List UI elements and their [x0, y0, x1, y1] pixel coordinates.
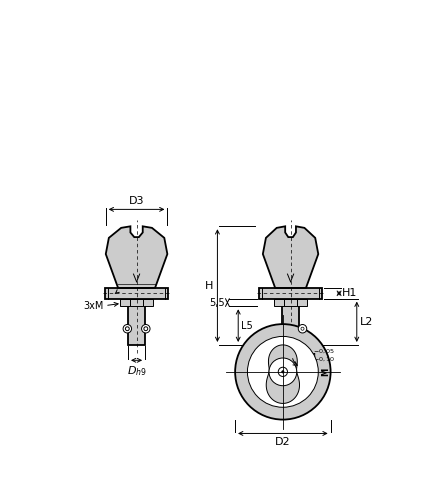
- Circle shape: [125, 327, 129, 330]
- Polygon shape: [284, 298, 297, 306]
- Polygon shape: [274, 298, 284, 306]
- Text: $_{-0,10}$: $_{-0,10}$: [313, 355, 335, 364]
- Text: D3: D3: [129, 196, 144, 205]
- Polygon shape: [282, 306, 299, 345]
- Text: D2: D2: [275, 438, 291, 448]
- Text: H: H: [205, 280, 213, 290]
- Text: 3xM: 3xM: [83, 300, 104, 310]
- Circle shape: [123, 324, 132, 333]
- Circle shape: [269, 358, 297, 386]
- Circle shape: [301, 327, 304, 330]
- Text: $D_{h9}$: $D_{h9}$: [127, 364, 146, 378]
- Text: L5: L5: [241, 320, 253, 330]
- Polygon shape: [143, 298, 153, 306]
- Polygon shape: [121, 298, 130, 306]
- Polygon shape: [297, 298, 307, 306]
- Text: 5,5: 5,5: [209, 298, 224, 308]
- Circle shape: [298, 324, 307, 333]
- Text: L2: L2: [360, 317, 373, 327]
- Polygon shape: [106, 226, 167, 288]
- Circle shape: [278, 367, 288, 376]
- Polygon shape: [128, 306, 145, 345]
- Circle shape: [247, 336, 318, 407]
- Circle shape: [142, 324, 150, 333]
- Circle shape: [144, 327, 148, 330]
- Polygon shape: [263, 226, 318, 288]
- Text: M: M: [322, 368, 330, 376]
- Text: $^{-0,05}$: $^{-0,05}$: [313, 350, 335, 358]
- Circle shape: [282, 370, 284, 373]
- Polygon shape: [105, 288, 168, 298]
- Text: H1: H1: [342, 288, 357, 298]
- Polygon shape: [130, 298, 143, 306]
- Circle shape: [235, 324, 331, 420]
- Polygon shape: [266, 345, 299, 404]
- Polygon shape: [259, 288, 322, 298]
- Text: $D1$: $D1$: [302, 351, 319, 363]
